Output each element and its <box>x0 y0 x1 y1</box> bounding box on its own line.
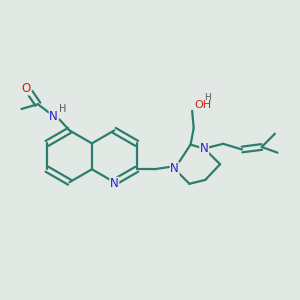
Text: O: O <box>22 82 31 95</box>
Text: N: N <box>49 110 58 123</box>
Text: N: N <box>110 177 119 190</box>
Text: H: H <box>59 104 66 114</box>
Text: OH: OH <box>195 100 212 110</box>
Text: N: N <box>200 142 208 155</box>
Text: N: N <box>170 162 179 176</box>
Text: H: H <box>205 93 211 102</box>
